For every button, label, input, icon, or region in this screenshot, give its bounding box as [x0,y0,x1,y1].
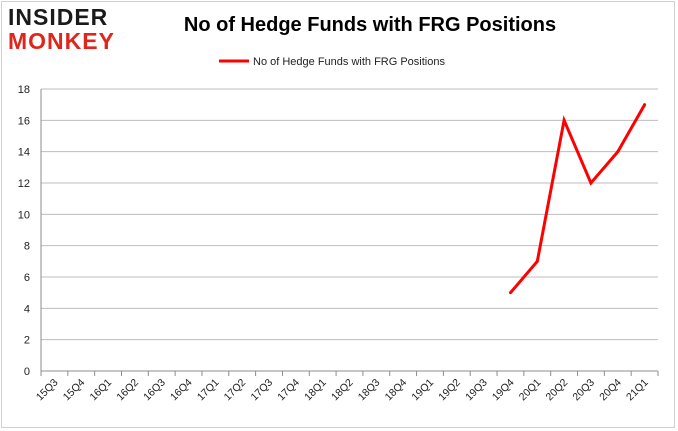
x-tick-label: 18Q1 [302,377,329,404]
x-tick-label: 20Q2 [544,377,571,404]
x-tick-label: 20Q3 [570,377,597,404]
x-tick-label: 16Q2 [114,377,141,404]
x-tick-label: 20Q1 [517,377,544,404]
x-tick-label: 15Q3 [34,377,61,404]
x-tick-label: 19Q1 [409,377,436,404]
x-tick-label: 19Q3 [463,377,490,404]
logo-line-2: MONKEY [8,28,115,54]
x-tick-label: 18Q3 [356,377,383,404]
x-tick-label: 21Q1 [624,377,651,404]
data-point [589,181,593,185]
data-point [616,150,620,154]
y-tick-label: 2 [24,335,30,347]
y-tick-label: 16 [18,115,30,127]
y-tick-label: 12 [18,178,30,190]
logo-line-1: INSIDER [8,4,109,30]
y-tick-label: 6 [24,272,30,284]
series-line [509,103,646,294]
x-tick-label: 16Q4 [168,377,195,404]
chart-title: No of Hedge Funds with FRG Positions [183,14,557,36]
y-tick-label: 18 [18,84,30,96]
legend-label: No of Hedge Funds with FRG Positions [253,56,445,68]
x-tick-label: 19Q4 [490,377,517,404]
y-tick-label: 14 [18,147,30,159]
x-tick-label: 17Q2 [222,377,249,404]
y-tick-label: 8 [24,241,30,253]
data-point [535,259,539,263]
x-tick-label: 17Q4 [275,377,302,404]
x-tick-label: 18Q2 [329,377,356,404]
x-tick-label: 16Q3 [141,377,168,404]
y-tick-label: 0 [24,366,30,378]
x-tick-label: 18Q4 [383,377,410,404]
x-tick-label: 16Q1 [88,377,115,404]
x-tick-label: 19Q2 [436,377,463,404]
y-tick-label: 10 [18,209,30,221]
insider-monkey-logo: INSIDER MONKEY [8,6,126,54]
data-point [562,118,566,122]
x-tick-label: 15Q4 [61,377,88,404]
y-tick-label: 4 [24,303,30,315]
data-point [643,103,647,107]
x-tick-label: 17Q3 [248,377,275,404]
x-tick-label: 20Q4 [597,377,624,404]
data-point [508,291,512,295]
x-tick-label: 17Q1 [195,377,222,404]
